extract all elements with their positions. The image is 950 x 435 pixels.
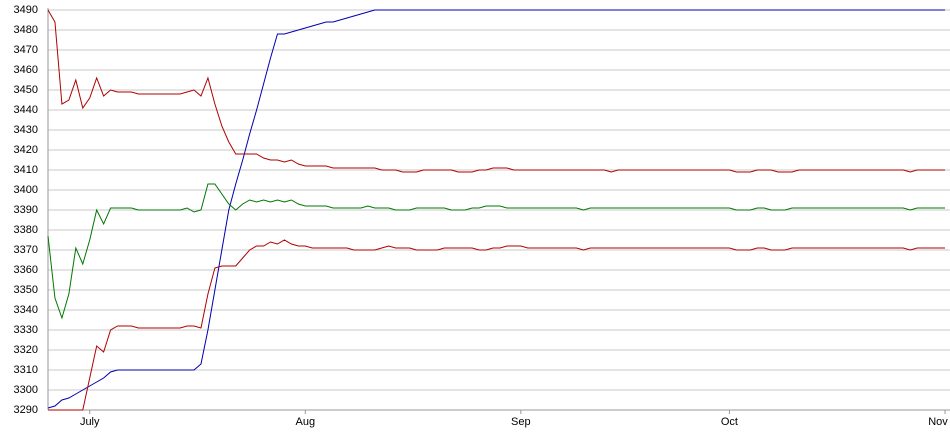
series-line xyxy=(48,239,945,411)
y-tick-label: 3440 xyxy=(14,104,38,116)
y-tick-label: 3360 xyxy=(14,264,38,276)
y-tick-label: 3320 xyxy=(14,344,38,356)
y-tick-label: 3400 xyxy=(14,184,38,196)
y-tick-label: 3450 xyxy=(14,84,38,96)
y-tick-label: 3330 xyxy=(14,324,38,336)
x-tick-label: Sep xyxy=(511,416,531,428)
y-tick-label: 3480 xyxy=(14,24,38,36)
y-tick-label: 3410 xyxy=(14,164,38,176)
x-tick-label: July xyxy=(80,416,100,428)
y-tick-label: 3490 xyxy=(14,4,38,16)
y-tick-label: 3310 xyxy=(14,364,38,376)
x-tick-label: Aug xyxy=(295,416,315,428)
y-tick-label: 3390 xyxy=(14,204,38,216)
series-line xyxy=(47,9,945,409)
y-tick-label: 3340 xyxy=(14,304,38,316)
x-tick-label: Nov xyxy=(928,416,948,428)
y-tick-label: 3290 xyxy=(14,404,38,416)
y-tick-label: 3370 xyxy=(14,244,38,256)
y-tick-label: 3420 xyxy=(14,144,38,156)
y-tick-label: 3350 xyxy=(14,284,38,296)
y-tick-label: 3470 xyxy=(14,44,38,56)
y-tick-label: 3430 xyxy=(14,124,38,136)
series-line xyxy=(47,183,945,320)
x-tick-label: Oct xyxy=(721,416,738,428)
series-line xyxy=(47,9,945,173)
y-tick-label: 3460 xyxy=(14,64,38,76)
y-tick-label: 3300 xyxy=(14,384,38,396)
y-tick-label: 3380 xyxy=(14,224,38,236)
